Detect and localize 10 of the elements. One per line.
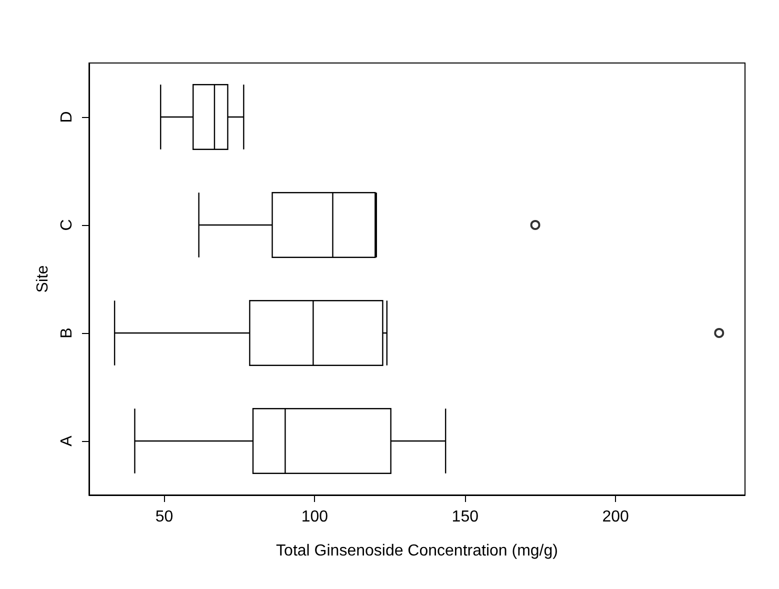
x-tick-label: 100 (301, 508, 328, 526)
x-tick-label: 150 (452, 508, 479, 526)
x-tick-label: 200 (602, 508, 630, 526)
x-axis-title: Total Ginsenoside Concentration (mg/g) (276, 542, 558, 560)
y-tick-label: D (58, 111, 76, 123)
y-axis-title: Site (34, 265, 52, 293)
y-tick-label: B (58, 328, 76, 338)
x-tick-label: 50 (155, 508, 174, 526)
y-tick-label: A (58, 435, 76, 446)
y-tick-label: C (58, 219, 76, 231)
